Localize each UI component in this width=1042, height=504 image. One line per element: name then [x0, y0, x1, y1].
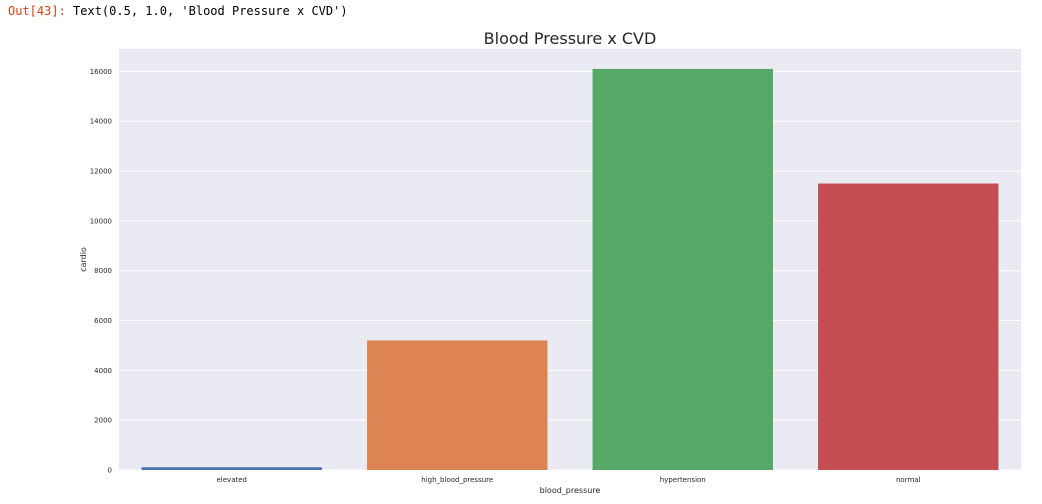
y-axis-label: cardio: [79, 247, 88, 272]
y-tick-label: 14000: [90, 118, 112, 126]
y-tick-label: 16000: [90, 68, 112, 76]
y-tick-label: 6000: [94, 317, 112, 325]
x-tick-label: hypertension: [660, 476, 706, 484]
y-tick-label: 4000: [94, 367, 112, 375]
bar-high-blood-pressure: [367, 340, 548, 470]
bars: [141, 68, 999, 471]
y-tick-label: 0: [108, 467, 112, 475]
bar-normal: [818, 183, 999, 471]
y-tick-label: 12000: [90, 168, 112, 176]
out-text: Text(0.5, 1.0, 'Blood Pressure x CVD'): [73, 4, 348, 18]
x-tick-label: high_blood_pressure: [421, 476, 493, 484]
bar-elevated: [141, 467, 322, 470]
bar-hypertension: [592, 68, 773, 471]
out-prompt: Out[43]:: [8, 4, 66, 18]
x-tick-labels: elevated high_blood_pressure hypertension n…: [217, 476, 921, 484]
y-tick-labels: 0 2000 4000 6000 8000 10000 12000 14000 16000: [90, 68, 112, 475]
bar-chart: 0 2000 4000 6000 8000 10000 12000 14000 16000 el…: [79, 29, 1021, 495]
y-tick-label: 10000: [90, 217, 112, 225]
chart-container: 0 2000 4000 6000 8000 10000 12000 14000 16000 el…: [0, 22, 1042, 504]
chart-title: Blood Pressure x CVD: [484, 29, 657, 48]
x-tick-label: normal: [896, 476, 921, 484]
y-tick-label: 8000: [94, 267, 112, 275]
output-line: Out[43]: Text(0.5, 1.0, 'Blood Pressure …: [8, 3, 348, 19]
x-tick-label: elevated: [217, 476, 248, 484]
y-tick-label: 2000: [94, 417, 112, 425]
x-axis-label: blood_pressure: [540, 486, 601, 495]
